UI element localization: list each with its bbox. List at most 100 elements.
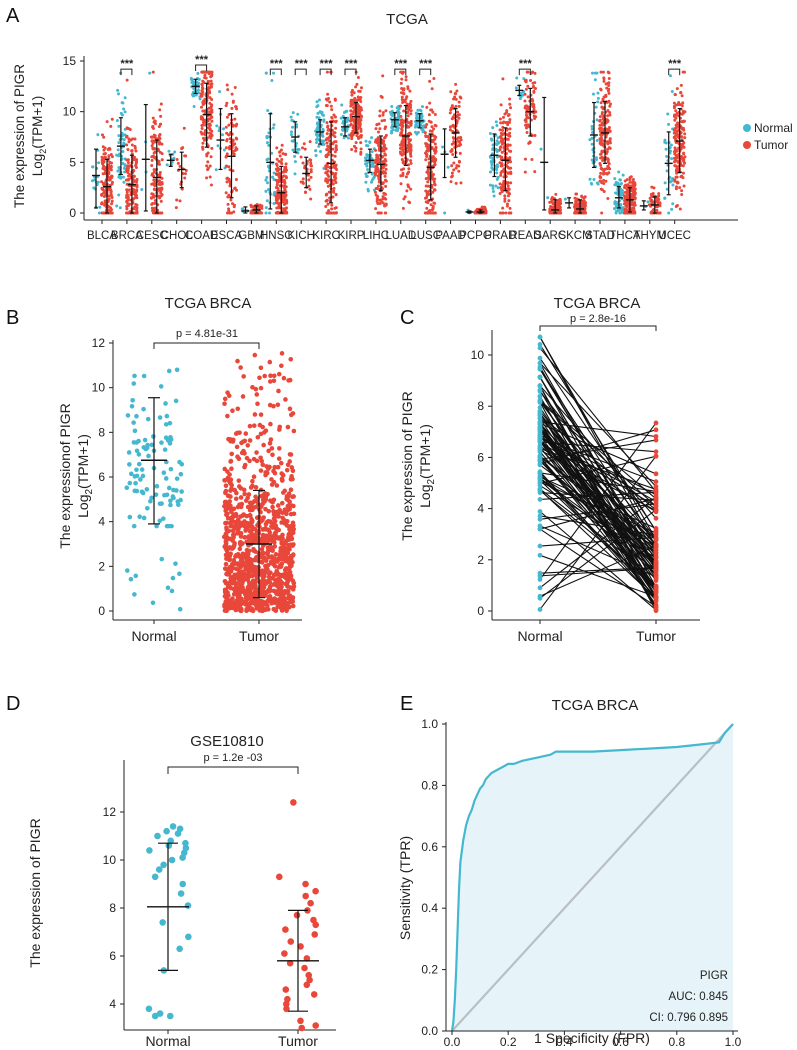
normal-point: [264, 189, 268, 193]
normal-point: [132, 592, 137, 597]
tumor-point: [384, 109, 388, 113]
normal-point: [171, 495, 176, 501]
normal-point: [196, 71, 200, 75]
normal-point: [174, 367, 180, 373]
tumor-point: [330, 203, 334, 207]
tumor-point: [135, 211, 139, 215]
tumor-point: [602, 182, 606, 186]
tumor-point: [135, 183, 139, 187]
tumor-point: [125, 169, 129, 173]
tumor-point: [150, 139, 154, 143]
normal-point: [665, 187, 669, 191]
normal-point: [117, 141, 121, 145]
tumor-point: [130, 149, 134, 153]
panel-a-xtick-label-lihc: LIHC: [363, 230, 389, 242]
tumor-point: [374, 170, 378, 174]
tumor-point: [258, 385, 264, 391]
tumor-point: [287, 377, 293, 383]
normal-point: [266, 188, 270, 192]
tumor-point: [506, 161, 510, 165]
tumor-point: [533, 133, 537, 137]
tumor-point: [107, 154, 111, 158]
tumor-point: [103, 189, 107, 193]
tumor-point: [235, 188, 239, 192]
tumor-point: [208, 101, 212, 105]
tumor-point: [226, 202, 230, 206]
tumor-point: [359, 115, 363, 119]
tumor-point: [133, 144, 137, 148]
tumor-point: [333, 165, 337, 169]
tumor-point: [657, 194, 661, 198]
tumor-point: [281, 375, 287, 381]
normal-point: [620, 193, 624, 197]
tumor-point: [291, 494, 296, 499]
tumor-point: [631, 208, 635, 212]
tumor-point: [383, 203, 387, 207]
tumor-point: [509, 171, 513, 175]
tumor-point: [374, 207, 378, 211]
tumor-point: [125, 193, 129, 197]
normal-point: [128, 576, 134, 582]
normal-point: [665, 154, 669, 158]
normal-point: [619, 178, 623, 182]
significance-label-kirc: ***: [320, 58, 334, 70]
tumor-point: [229, 451, 235, 457]
tumor-point: [158, 122, 162, 126]
tumor-point: [404, 175, 408, 179]
tumor-point: [384, 163, 388, 167]
normal-point: [668, 180, 672, 184]
tumor-point: [606, 119, 610, 123]
tumor-point: [334, 192, 338, 196]
normal-point: [590, 136, 594, 140]
tumor-point: [406, 85, 410, 89]
tumor-point: [153, 150, 157, 154]
tumor-point: [354, 85, 358, 89]
panel-letter-a: A: [6, 5, 20, 27]
normal-point: [115, 118, 119, 122]
tumor-point: [151, 141, 155, 145]
normal-point: [496, 186, 500, 190]
tumor-point: [158, 141, 162, 145]
normal-point: [165, 163, 169, 167]
normal-point: [97, 211, 101, 215]
normal-point: [490, 138, 494, 142]
panel-a-xtick-label-read: READ: [509, 230, 541, 242]
normal-point: [264, 206, 268, 210]
normal-point: [163, 401, 168, 406]
tumor-point: [529, 79, 533, 83]
tumor-point: [455, 119, 459, 123]
tumor-point: [200, 126, 204, 130]
normal-point: [134, 448, 140, 454]
tumor-point: [103, 146, 107, 150]
normal-point: [615, 191, 619, 195]
normal-point: [166, 523, 172, 529]
tumor-point: [409, 109, 413, 113]
normal-point: [148, 71, 152, 75]
normal-point: [134, 413, 139, 419]
panel-a-xtick-label-esca: ESCA: [211, 230, 243, 242]
tumor-point: [450, 117, 454, 121]
tumor-point: [374, 148, 378, 152]
tumor-point: [428, 101, 432, 105]
significance-bracket-lusc: [419, 68, 432, 76]
tumor-point: [257, 205, 261, 209]
normal-point: [342, 136, 346, 140]
normal-point: [495, 171, 499, 175]
tumor-point: [102, 135, 106, 139]
normal-point: [595, 181, 599, 185]
tumor-point: [202, 70, 206, 74]
tumor-point: [230, 92, 234, 96]
tumor-point: [682, 70, 686, 74]
tumor-point: [655, 196, 659, 200]
tumor-point: [274, 201, 278, 205]
tumor-point: [158, 171, 162, 175]
tumor-point: [674, 156, 678, 160]
tumor-point: [499, 121, 503, 125]
tumor-point: [384, 184, 388, 188]
tumor-point: [126, 166, 130, 170]
tumor-point: [262, 373, 268, 379]
significance-label-kirp: ***: [345, 58, 359, 70]
tumor-point: [424, 158, 428, 162]
normal-point: [90, 179, 94, 183]
tumor-point: [647, 203, 651, 207]
